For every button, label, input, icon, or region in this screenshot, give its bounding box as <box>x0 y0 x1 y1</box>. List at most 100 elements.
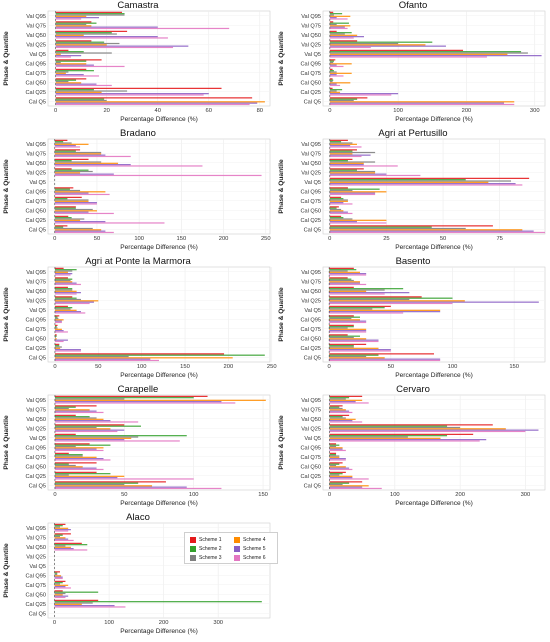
panel-carapelle: Carapelle 0 50 100 150 Val Q95 Val Q75 Val Q50 V… <box>0 384 275 514</box>
chart-title: Bradano <box>120 128 156 139</box>
bar-scheme-4-cal-q75 <box>329 328 367 330</box>
x-tick-label: 300 <box>521 492 531 498</box>
category-label-cal-q5: Cal Q5 <box>304 355 321 361</box>
bar-scheme-5-val-q50 <box>329 292 410 294</box>
bar-scheme-2-val-q50 <box>329 32 352 34</box>
category-label-cal-q25: Cal Q25 <box>25 90 46 96</box>
bar-scheme-1-cal-q50 <box>54 334 57 336</box>
bar-scheme-1-cal-q25 <box>54 471 97 473</box>
bar-scheme-3-val-q75 <box>54 535 60 538</box>
bar-scheme-2-cal-q75 <box>329 326 354 328</box>
bar-scheme-3-val-q50 <box>54 161 102 163</box>
bar-scheme-4-cal-q95 <box>54 319 64 321</box>
bar-scheme-4-cal-q50 <box>54 338 57 340</box>
bar-scheme-2-cal-q75 <box>329 454 337 456</box>
bar-scheme-3-val-q25 <box>54 426 97 429</box>
bar-scheme-3-cal-q95 <box>55 61 61 64</box>
x-tick-label: 50 <box>121 492 127 498</box>
bar-scheme-5-cal-q95 <box>54 320 62 322</box>
bar-scheme-3-cal-q5 <box>329 483 343 486</box>
y-axis-label: Phase & Quantile <box>3 543 10 598</box>
bar-scheme-3-cal-q95 <box>329 189 353 192</box>
bar-scheme-2-val-q50 <box>54 288 73 290</box>
chart-carapelle: Carapelle 0 50 100 150 Val Q95 Val Q75 Val Q50 V… <box>3 384 271 507</box>
bar-scheme-3-cal-q95 <box>54 445 76 448</box>
bar-scheme-3-cal-q50 <box>54 592 66 595</box>
bar-scheme-3-cal-q75 <box>54 327 58 329</box>
category-label-cal-q25: Cal Q25 <box>300 346 321 352</box>
bar-scheme-4-cal-q50 <box>54 466 83 468</box>
bar-scheme-3-cal-q50 <box>54 464 76 467</box>
bar-scheme-5-cal-q50 <box>54 595 69 597</box>
bar-scheme-2-cal-q50 <box>54 207 76 209</box>
bar-scheme-1-cal-q75 <box>55 68 87 70</box>
bar-scheme-5-cal-q75 <box>54 202 97 204</box>
x-tick-label: 200 <box>455 492 465 498</box>
legend-label-scheme-5: Scheme 5 <box>243 546 266 552</box>
category-label-cal-q75: Cal Q75 <box>300 455 321 461</box>
bar-scheme-3-val-q25 <box>329 426 461 429</box>
bar-scheme-3-val-q75 <box>329 23 337 26</box>
bar-scheme-1-val-q50 <box>55 30 128 32</box>
bar-scheme-6-val-q5 <box>329 184 523 186</box>
category-label-val-q25: Val Q25 <box>26 298 46 304</box>
bar-scheme-4-cal-q50 <box>329 338 367 340</box>
bar-scheme-6-cal-q50 <box>54 596 66 599</box>
chart-title: Cervaro <box>396 384 430 395</box>
bar-scheme-4-val-q95 <box>55 15 87 17</box>
bar-scheme-4-cal-q5 <box>329 101 515 103</box>
bar-scheme-3-val-q95 <box>54 526 60 528</box>
bar-scheme-6-val-q50 <box>329 293 385 295</box>
bar-scheme-3-val-q75 <box>329 279 354 282</box>
bar-scheme-2-cal-q95 <box>55 60 87 62</box>
bar-scheme-4-val-q75 <box>329 281 360 283</box>
bar-scheme-4-cal-q50 <box>329 466 346 468</box>
bar-scheme-1-cal-q25 <box>54 343 60 345</box>
category-label-cal-q25: Cal Q25 <box>25 346 46 352</box>
bar-scheme-5-cal-q25 <box>55 93 209 95</box>
bar-scheme-4-val-q50 <box>54 162 119 164</box>
bar-scheme-3-val-q50 <box>329 417 346 419</box>
bar-scheme-3-val-q75 <box>54 151 102 154</box>
category-label-cal-q5: Cal Q5 <box>29 99 46 105</box>
bar-scheme-2-cal-q25 <box>329 345 354 347</box>
category-label-cal-q50: Cal Q50 <box>300 336 321 342</box>
bar-scheme-6-val-q75 <box>55 27 230 30</box>
bar-scheme-5-cal-q5 <box>54 230 106 232</box>
bar-scheme-3-cal-q95 <box>329 317 352 320</box>
bar-scheme-5-cal-q95 <box>329 192 376 194</box>
x-tick-label: 200 <box>224 364 234 370</box>
bar-scheme-1-val-q95 <box>329 267 354 269</box>
category-label-val-q50: Val Q50 <box>26 545 46 551</box>
bar-scheme-4-val-q95 <box>54 399 266 401</box>
bar-scheme-3-cal-q95 <box>329 61 334 64</box>
bar-scheme-5-cal-q5 <box>329 230 534 232</box>
bar-scheme-6-cal-q75 <box>54 459 111 461</box>
bar-scheme-3-cal-q25 <box>54 346 62 348</box>
category-label-cal-q5: Cal Q5 <box>304 483 321 489</box>
bar-scheme-5-val-q25 <box>329 173 387 175</box>
bar-scheme-3-cal-q5 <box>329 99 354 102</box>
x-tick-label: 25 <box>383 236 389 242</box>
bar-scheme-3-cal-q75 <box>54 455 83 457</box>
bar-scheme-3-val-q25 <box>329 170 376 173</box>
bar-scheme-3-val-q75 <box>329 407 343 410</box>
bar-scheme-1-val-q50 <box>54 414 76 416</box>
bar-scheme-4-cal-q5 <box>329 229 523 231</box>
bar-scheme-3-val-q75 <box>329 151 376 154</box>
x-tick-label: 40 <box>154 108 160 114</box>
chart-cervaro: Cervaro 0 100 200 300 Val Q95 Val Q75 Val Q50 Va… <box>278 384 546 507</box>
bar-scheme-2-val-q50 <box>54 416 90 418</box>
category-label-val-q95: Val Q95 <box>301 398 321 404</box>
x-tick-label: 200 <box>219 236 229 242</box>
bar-scheme-2-val-q75 <box>329 406 340 408</box>
chart-agri-at-ponte-la-marmora: Agri at Ponte la Marmora 0 50 100 150 200 250 V… <box>3 256 277 379</box>
category-label-val-q25: Val Q25 <box>301 298 321 304</box>
bar-scheme-2-cal-q95 <box>329 60 334 62</box>
bar-scheme-6-cal-q95 <box>54 321 62 324</box>
x-tick-label: 50 <box>94 236 100 242</box>
bar-scheme-4-cal-q5 <box>54 357 233 359</box>
bar-scheme-3-val-q50 <box>329 161 376 163</box>
bar-scheme-2-val-q95 <box>329 397 350 399</box>
category-label-val-q5: Val Q5 <box>29 308 46 314</box>
